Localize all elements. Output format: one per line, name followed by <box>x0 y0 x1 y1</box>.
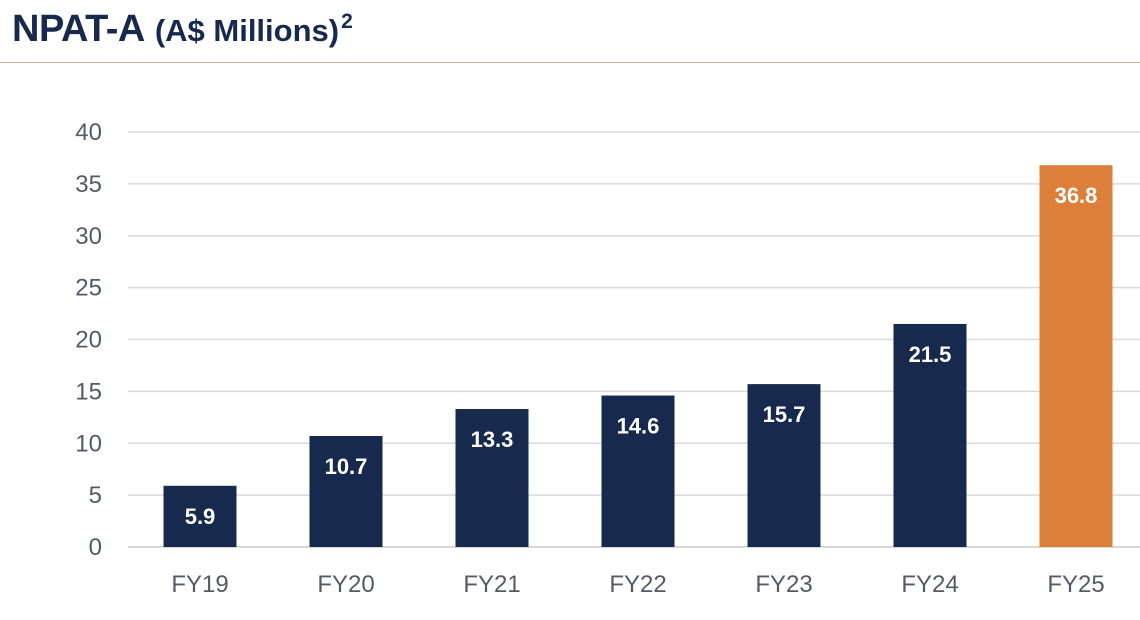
x-tick-label: FY20 <box>317 571 374 598</box>
data-label: 15.7 <box>763 402 806 427</box>
bar-fy22 <box>601 395 675 547</box>
x-tick-label: FY19 <box>171 571 228 598</box>
y-tick-label: 20 <box>75 327 102 354</box>
bars <box>163 165 1113 547</box>
footnote-mark: 2 <box>341 10 353 33</box>
chart-header: NPAT-A (A$ Millions) 2 <box>12 8 353 58</box>
bar-labels: 5.9 10.7 13.3 14.6 15.7 21.5 36.8 <box>185 183 1098 529</box>
y-tick-label: 5 <box>89 482 102 509</box>
data-label: 21.5 <box>909 342 952 367</box>
bar-fy21 <box>455 409 529 547</box>
bar-fy19 <box>163 485 237 547</box>
chart-title: NPAT-A <box>12 8 145 50</box>
x-tick-label: FY25 <box>1047 571 1104 598</box>
y-tick-label: 40 <box>75 119 102 146</box>
bar-fy24 <box>893 323 967 547</box>
x-tick-label: FY21 <box>463 571 520 598</box>
y-axis-ticks: 0 5 10 15 20 25 30 35 40 <box>75 119 102 561</box>
data-label: 13.3 <box>471 427 514 452</box>
x-tick-label: FY23 <box>755 571 812 598</box>
y-tick-label: 25 <box>75 275 102 302</box>
data-label: 36.8 <box>1055 183 1098 208</box>
data-label: 10.7 <box>325 454 368 479</box>
data-label: 5.9 <box>185 504 216 529</box>
header-rule <box>0 62 1140 63</box>
y-tick-label: 15 <box>75 378 102 405</box>
y-tick-label: 0 <box>89 534 102 561</box>
y-tick-label: 10 <box>75 430 102 457</box>
bar-fy20 <box>309 435 383 547</box>
grid-lines <box>128 131 1140 548</box>
data-label: 14.6 <box>617 414 660 439</box>
x-tick-label: FY24 <box>901 571 958 598</box>
bar-fy25 <box>1039 165 1113 547</box>
chart-unit: (A$ Millions) <box>154 13 340 48</box>
x-axis-categories: FY19 FY20 FY21 FY22 FY23 FY24 FY25 <box>171 571 1104 598</box>
bar-fy23 <box>747 384 821 547</box>
x-tick-label: FY22 <box>609 571 666 598</box>
y-tick-label: 30 <box>75 223 102 250</box>
y-tick-label: 35 <box>75 171 102 198</box>
